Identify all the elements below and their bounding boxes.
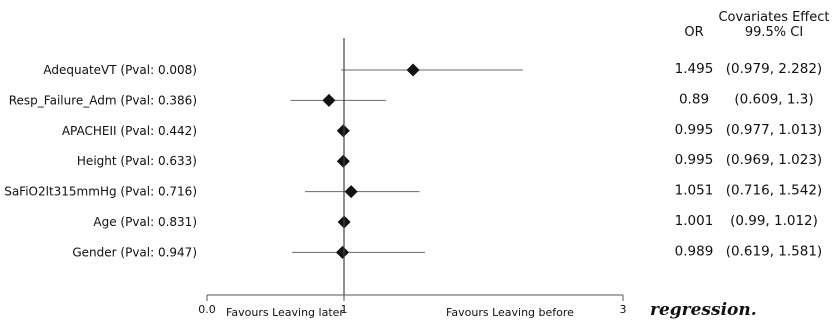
- x-tick-label: 3: [620, 303, 627, 316]
- or-point-marker: [406, 63, 420, 77]
- ci-column-header-line2: 99.5% CI: [745, 25, 803, 40]
- ci-value: (0.99, 1.012): [730, 213, 818, 229]
- x-tick-label: 1: [341, 303, 348, 316]
- ci-value: (0.977, 1.013): [726, 122, 822, 138]
- or-point-marker: [336, 154, 350, 168]
- forest-rows: AdequateVT (Pval: 0.008) 1.495 (0.979, 2.2…: [4, 61, 822, 259]
- favours-left-label: Favours Leaving later: [226, 306, 344, 319]
- or-value: 0.995: [675, 152, 714, 168]
- or-point-marker: [322, 93, 336, 107]
- or-column-header: OR: [684, 25, 703, 40]
- ci-value: (0.979, 2.282): [726, 61, 822, 77]
- ci-value: (0.619, 1.581): [726, 243, 822, 259]
- ci-value: (0.609, 1.3): [734, 91, 813, 107]
- x-tick-label: 0.0: [198, 303, 216, 316]
- or-point-marker: [344, 185, 358, 199]
- or-point-marker: [336, 124, 350, 138]
- or-value: 1.001: [675, 213, 714, 229]
- row-label: AdequateVT (Pval: 0.008): [43, 63, 197, 77]
- row-label: Resp_Failure_Adm (Pval: 0.386): [9, 93, 197, 107]
- favours-right-label: Favours Leaving before: [446, 306, 574, 319]
- row-label: Height (Pval: 0.633): [77, 154, 197, 168]
- ci-value: (0.716, 1.542): [726, 183, 822, 199]
- or-point-marker: [335, 245, 349, 259]
- row-label: Gender (Pval: 0.947): [72, 245, 197, 259]
- x-axis-ticks: 0.0 1 3: [198, 295, 627, 316]
- or-value: 0.89: [679, 91, 709, 107]
- ci-value: (0.969, 1.023): [726, 152, 822, 168]
- ci-column-header-line1: Covariates Effect: [718, 10, 829, 25]
- row-label: Age (Pval: 0.831): [93, 215, 197, 229]
- row-label: APACHEII (Pval: 0.442): [62, 124, 197, 138]
- row-label: SaFiO2lt315mmHg (Pval: 0.716): [4, 185, 197, 199]
- or-value: 1.495: [675, 61, 714, 77]
- or-value: 0.989: [675, 243, 714, 259]
- caption-fragment: regression.: [650, 300, 757, 320]
- or-value: 1.051: [675, 183, 714, 199]
- or-value: 0.995: [675, 122, 714, 138]
